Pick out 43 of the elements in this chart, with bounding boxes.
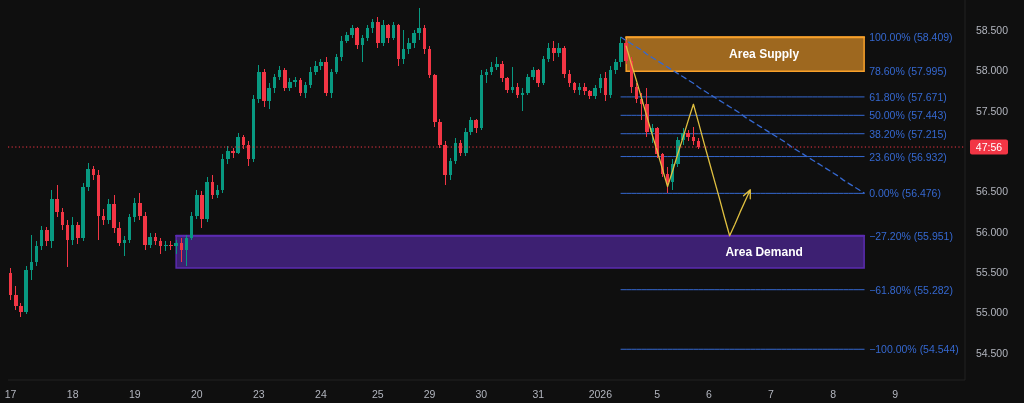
- y-tick-label: 56.000: [975, 225, 1009, 238]
- annotation: 100.00% (58.409): [869, 31, 953, 44]
- series-label: −61.80% (55.282): [869, 283, 953, 296]
- y-tick-label: 55.500: [975, 266, 1009, 279]
- series-label: 61.80% (57.671): [869, 90, 947, 103]
- x-tick-label: 30: [475, 388, 488, 400]
- text: 47:56: [975, 141, 1003, 154]
- x-tick-label: 19: [128, 388, 141, 400]
- candlestick: [123, 236, 126, 256]
- y-tick-label: 55.000: [975, 306, 1009, 319]
- x-tick-label: 6: [706, 388, 713, 400]
- series-label: Area Supply: [729, 47, 800, 62]
- series-label: 23.60% (56.932): [869, 150, 947, 163]
- x-tick-label: 20: [190, 388, 203, 400]
- candlestick: [521, 88, 524, 111]
- x-tick-label: 9: [892, 388, 899, 400]
- x-tick-label: 17: [4, 388, 17, 400]
- series-label: −100.00% (54.544): [869, 343, 959, 356]
- x-tick-label: 24: [315, 388, 327, 400]
- candlestick: [164, 241, 168, 251]
- y-tick-label: 54.500: [975, 346, 1009, 359]
- x-tick-label: 2026: [588, 388, 613, 400]
- x-tick-label: 8: [830, 388, 837, 400]
- x-tick-label: 7: [768, 388, 775, 400]
- x-tick-label: 5: [654, 388, 661, 400]
- x-tick-label: 18: [66, 388, 79, 400]
- series-label: Area Demand: [725, 244, 803, 259]
- x-tick-label: 25: [372, 388, 384, 400]
- x-tick-label: 23: [253, 388, 265, 400]
- annotation: −27.20% (55.951): [869, 229, 953, 242]
- y-tick-label: 57.500: [975, 104, 1009, 117]
- series-label: 50.00% (57.443): [869, 109, 947, 122]
- annotation: 78.60% (57.995): [869, 65, 947, 78]
- y-tick-label: 58.500: [975, 24, 1009, 37]
- candlestick: [169, 241, 173, 250]
- series-label: 38.20% (57.215): [869, 127, 947, 140]
- y-tick-label: 56.500: [975, 185, 1009, 198]
- x-tick-label: 31: [532, 388, 545, 400]
- candlestick: [417, 8, 421, 40]
- series-label: 0.00% (56.476): [869, 187, 941, 200]
- candlestick: [511, 67, 514, 93]
- y-tick-label: 58.000: [975, 64, 1009, 77]
- x-tick-label: 29: [423, 388, 436, 400]
